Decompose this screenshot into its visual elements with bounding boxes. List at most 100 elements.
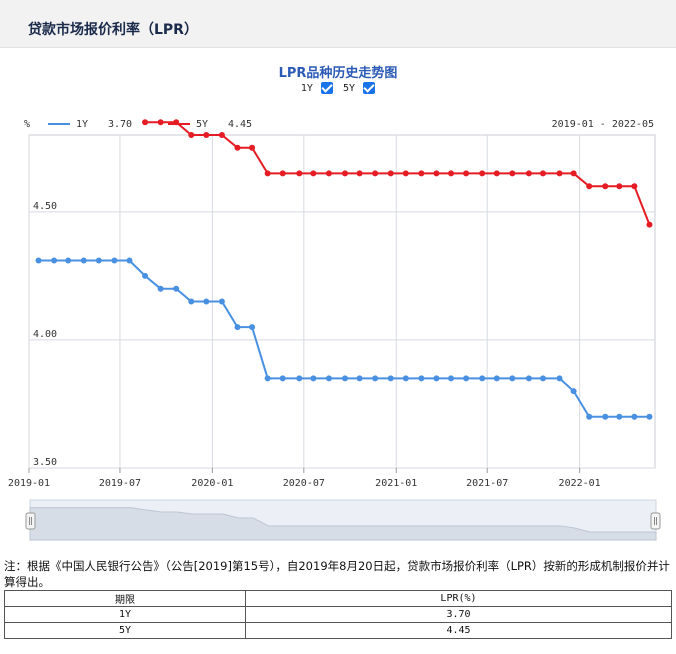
data-point-1y[interactable] [433, 375, 440, 382]
data-point-1y[interactable] [509, 375, 516, 382]
data-point-5y[interactable] [142, 119, 149, 126]
navigator-selection[interactable] [30, 500, 656, 540]
data-point-1y[interactable] [111, 257, 118, 264]
data-point-1y[interactable] [556, 375, 563, 382]
x-tick-label: 2021-07 [466, 478, 508, 489]
data-point-1y[interactable] [325, 375, 332, 382]
axes: 4.50 4.00 3.50 2019-01 2019-07 2020-01 2020-07… [8, 201, 601, 489]
data-point-1y[interactable] [493, 375, 500, 382]
data-point-5y[interactable] [342, 170, 349, 177]
data-point-5y[interactable] [509, 170, 516, 177]
data-point-5y[interactable] [234, 144, 241, 151]
data-point-5y[interactable] [493, 170, 500, 177]
series-line-5y [145, 121, 651, 226]
data-point-5y[interactable] [539, 170, 546, 177]
table-header-term: 期限 [4, 590, 246, 607]
data-point-5y[interactable] [310, 170, 317, 177]
data-point-1y[interactable] [264, 375, 271, 382]
table-row: 5Y 4.45 [4, 622, 673, 639]
chart-title: LPR品种历史走势图 [278, 66, 398, 81]
data-point-5y[interactable] [556, 170, 563, 177]
data-point-1y[interactable] [95, 257, 102, 264]
x-tick-label: 2019-07 [99, 478, 141, 489]
data-point-1y[interactable] [586, 413, 593, 420]
x-tick-label: 2021-01 [375, 478, 417, 489]
data-point-1y[interactable] [35, 257, 42, 264]
toggle-5y[interactable]: 5Y [343, 82, 376, 94]
data-point-1y[interactable] [142, 272, 149, 279]
data-point-5y[interactable] [203, 132, 210, 138]
data-point-1y[interactable] [188, 298, 195, 305]
data-point-1y[interactable] [646, 413, 653, 420]
data-point-1y[interactable] [479, 375, 486, 382]
data-point-1y[interactable] [448, 375, 455, 382]
data-point-1y[interactable] [602, 413, 609, 420]
data-point-1y[interactable] [372, 375, 379, 382]
data-point-5y[interactable] [249, 144, 256, 151]
data-point-1y[interactable] [126, 257, 133, 264]
data-point-5y[interactable] [631, 183, 638, 190]
navigator-right-handle[interactable] [650, 512, 661, 530]
data-point-1y[interactable] [616, 413, 623, 420]
data-point-5y[interactable] [616, 183, 623, 190]
range-navigator[interactable] [25, 499, 661, 541]
table-cell-term: 1Y [4, 606, 246, 623]
data-point-5y[interactable] [586, 183, 593, 190]
data-point-1y[interactable] [279, 375, 286, 382]
page-header: 贷款市场报价利率（LPR） [0, 0, 676, 48]
data-point-1y[interactable] [296, 375, 303, 382]
data-point-1y[interactable] [539, 375, 546, 382]
toggle-1y[interactable]: 1Y [301, 82, 333, 94]
data-point-1y[interactable] [234, 324, 241, 331]
data-point-5y[interactable] [387, 170, 394, 177]
data-point-1y[interactable] [80, 257, 87, 264]
data-point-1y[interactable] [173, 285, 180, 292]
data-point-5y[interactable] [433, 170, 440, 177]
lpr-table: 期限 LPR(%) 1Y 3.70 5Y 4.45 [4, 590, 673, 639]
data-point-5y[interactable] [479, 170, 486, 177]
data-point-1y[interactable] [218, 298, 225, 305]
data-point-5y[interactable] [157, 119, 164, 126]
data-point-5y[interactable] [602, 183, 609, 190]
data-point-1y[interactable] [463, 375, 470, 382]
data-point-1y[interactable] [65, 257, 72, 264]
data-point-5y[interactable] [279, 170, 286, 177]
data-point-5y[interactable] [356, 170, 363, 177]
navigator-left-handle[interactable] [25, 512, 36, 530]
data-point-5y[interactable] [570, 170, 577, 177]
table-cell-lpr: 4.45 [244, 622, 673, 639]
data-point-1y[interactable] [203, 298, 210, 305]
data-point-1y[interactable] [387, 375, 394, 382]
data-point-5y[interactable] [218, 132, 225, 138]
data-point-5y[interactable] [325, 170, 332, 177]
y-unit-label: % [24, 119, 30, 130]
date-range-label: 2019-01 - 2022-05 [552, 119, 654, 130]
checkbox-1y[interactable] [320, 82, 333, 94]
data-point-1y[interactable] [525, 375, 532, 382]
data-point-5y[interactable] [448, 170, 455, 177]
data-point-5y[interactable] [188, 132, 195, 138]
data-point-5y[interactable] [264, 170, 271, 177]
data-point-1y[interactable] [249, 324, 256, 331]
x-tick-label: 2019-01 [8, 478, 50, 489]
data-point-1y[interactable] [342, 375, 349, 382]
data-point-5y[interactable] [372, 170, 379, 177]
y-tick-label: 3.50 [33, 457, 57, 468]
data-point-1y[interactable] [157, 285, 164, 292]
data-point-5y[interactable] [525, 170, 532, 177]
toggle-5y-label: 5Y [343, 83, 356, 94]
data-point-1y[interactable] [631, 413, 638, 420]
checkbox-5y[interactable] [363, 82, 376, 94]
data-point-1y[interactable] [402, 375, 409, 382]
data-point-1y[interactable] [310, 375, 317, 382]
data-point-1y[interactable] [418, 375, 425, 382]
data-point-1y[interactable] [356, 375, 363, 382]
data-point-5y[interactable] [646, 221, 653, 228]
data-point-5y[interactable] [402, 170, 409, 177]
data-point-5y[interactable] [418, 170, 425, 177]
data-point-5y[interactable] [296, 170, 303, 177]
table-header-lpr: LPR(%) [244, 590, 673, 607]
data-point-1y[interactable] [570, 388, 577, 395]
data-point-5y[interactable] [463, 170, 470, 177]
data-point-1y[interactable] [51, 257, 58, 264]
